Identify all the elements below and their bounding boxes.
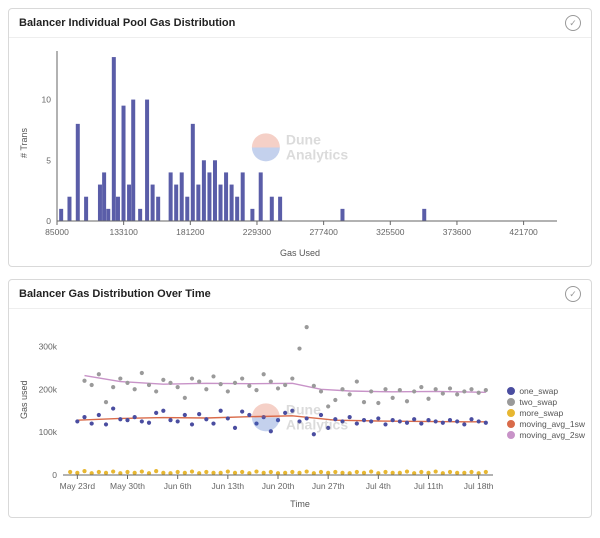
svg-text:5: 5 [46, 155, 51, 165]
svg-text:229300: 229300 [243, 227, 272, 237]
svg-text:373600: 373600 [443, 227, 472, 237]
legend-label: moving_avg_2sw [519, 430, 585, 440]
svg-text:May 30th: May 30th [110, 481, 145, 491]
svg-text:Jun 27th: Jun 27th [312, 481, 345, 491]
timeseries-header: Balancer Gas Distribution Over Time ✓ [9, 280, 591, 309]
histogram-header: Balancer Individual Pool Gas Distributio… [9, 9, 591, 38]
timeseries-ylabel: Gas used [19, 380, 29, 419]
svg-text:421700: 421700 [509, 227, 538, 237]
svg-text:133100: 133100 [109, 227, 138, 237]
svg-text:0: 0 [52, 470, 57, 480]
legend-swatch [507, 409, 515, 417]
timeseries-title: Balancer Gas Distribution Over Time [19, 288, 211, 300]
histogram-card: Balancer Individual Pool Gas Distributio… [8, 8, 592, 267]
timeseries-card: Balancer Gas Distribution Over Time ✓ Ga… [8, 279, 592, 518]
histogram-title: Balancer Individual Pool Gas Distributio… [19, 17, 235, 29]
svg-text:200k: 200k [39, 384, 58, 394]
legend-item: moving_avg_1sw [507, 419, 585, 429]
svg-text:Jun 20th: Jun 20th [262, 481, 295, 491]
svg-text:300k: 300k [39, 341, 58, 351]
histogram-ylabel: # Trans [19, 128, 29, 158]
timeseries-xlabel: Time [17, 499, 583, 509]
svg-text:277400: 277400 [309, 227, 338, 237]
legend-item: one_swap [507, 386, 585, 396]
legend-item: two_swap [507, 397, 585, 407]
legend-swatch [507, 387, 515, 395]
legend-item: moving_avg_2sw [507, 430, 585, 440]
histogram-chart-area: # Trans 0 5 10 85000 133100 181200 229300 27740… [9, 38, 591, 266]
svg-text:85000: 85000 [45, 227, 69, 237]
svg-text:100k: 100k [39, 427, 58, 437]
timeseries-legend: one_swaptwo_swapmore_swapmoving_avg_1swm… [507, 385, 585, 441]
svg-text:10: 10 [42, 95, 52, 105]
svg-text:Jun 13th: Jun 13th [212, 481, 245, 491]
svg-text:May 23rd: May 23rd [60, 481, 96, 491]
legend-item: more_swap [507, 408, 585, 418]
legend-label: two_swap [519, 397, 557, 407]
timeseries-svg: 0 100k 200k 300k May 23rd May 30th Jun 6th Jun … [17, 317, 577, 497]
svg-text:Jun 6th: Jun 6th [164, 481, 192, 491]
svg-text:325500: 325500 [376, 227, 405, 237]
legend-swatch [507, 420, 515, 428]
check-icon[interactable]: ✓ [565, 15, 581, 31]
histogram-xlabel: Gas Used [17, 248, 583, 258]
svg-text:Jul 4th: Jul 4th [366, 481, 391, 491]
legend-swatch [507, 398, 515, 406]
timeseries-chart-area: Gas used 0 100k 200k 300k May 23rd May 30th Ju… [9, 309, 591, 517]
legend-swatch [507, 431, 515, 439]
check-icon[interactable]: ✓ [565, 286, 581, 302]
svg-text:181200: 181200 [176, 227, 205, 237]
legend-label: one_swap [519, 386, 558, 396]
legend-label: more_swap [519, 408, 563, 418]
svg-text:0: 0 [46, 216, 51, 226]
svg-text:Jul 18th: Jul 18th [464, 481, 494, 491]
legend-label: moving_avg_1sw [519, 419, 585, 429]
histogram-svg: 0 5 10 85000 133100 181200 229300 277400 325500 3… [17, 46, 577, 246]
svg-text:Jul 11th: Jul 11th [414, 481, 443, 491]
